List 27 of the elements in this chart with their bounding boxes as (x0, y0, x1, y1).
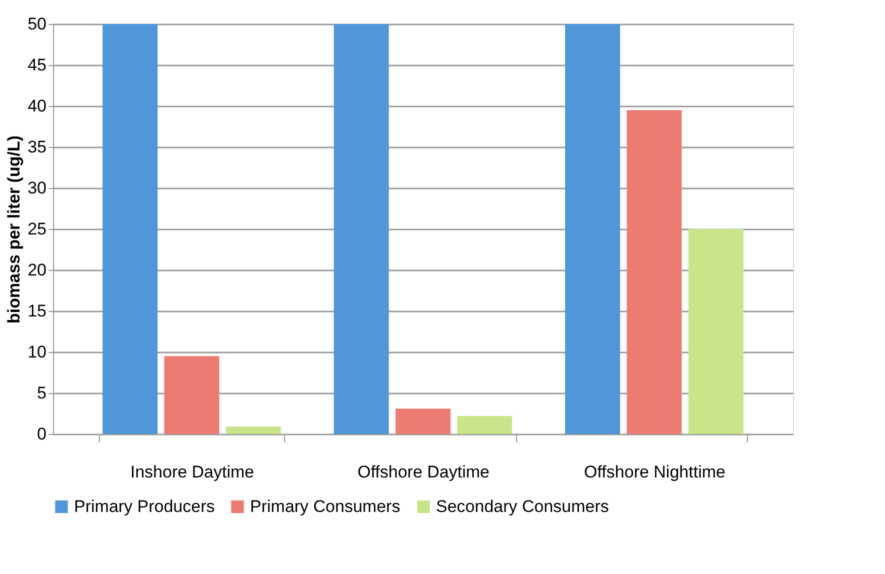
bar (334, 24, 389, 434)
bar (457, 416, 512, 434)
y-tick-label: 45 (28, 56, 46, 74)
bar (688, 229, 744, 434)
legend-label: Primary Consumers (250, 496, 400, 516)
x-tick-label: Inshore Daytime (130, 462, 254, 482)
y-tick-label: 25 (28, 220, 46, 238)
legend-label: Primary Producers (74, 496, 215, 516)
y-tick-label: 35 (28, 138, 46, 156)
y-tick-label: 20 (28, 260, 46, 280)
y-tick-label: 0 (37, 424, 46, 444)
bar (626, 110, 682, 434)
legend-label: Secondary Consumers (436, 496, 609, 516)
y-tick-label: 50 (28, 14, 46, 34)
y-tick-label: 5 (37, 384, 46, 402)
y-axis-title: biomass per liter (ug/L) (4, 136, 24, 324)
bar (102, 24, 158, 434)
y-tick-label: 10 (28, 342, 46, 362)
x-tick-label: Offshore Nighttime (584, 462, 726, 482)
x-tick-label: Offshore Daytime (358, 462, 490, 482)
y-tick-label: 30 (28, 178, 46, 198)
bar (226, 426, 281, 434)
bar (565, 24, 620, 434)
bar (396, 408, 450, 434)
bar (164, 356, 220, 434)
y-tick-label: 15 (28, 302, 46, 320)
y-tick-label: 40 (28, 96, 46, 116)
